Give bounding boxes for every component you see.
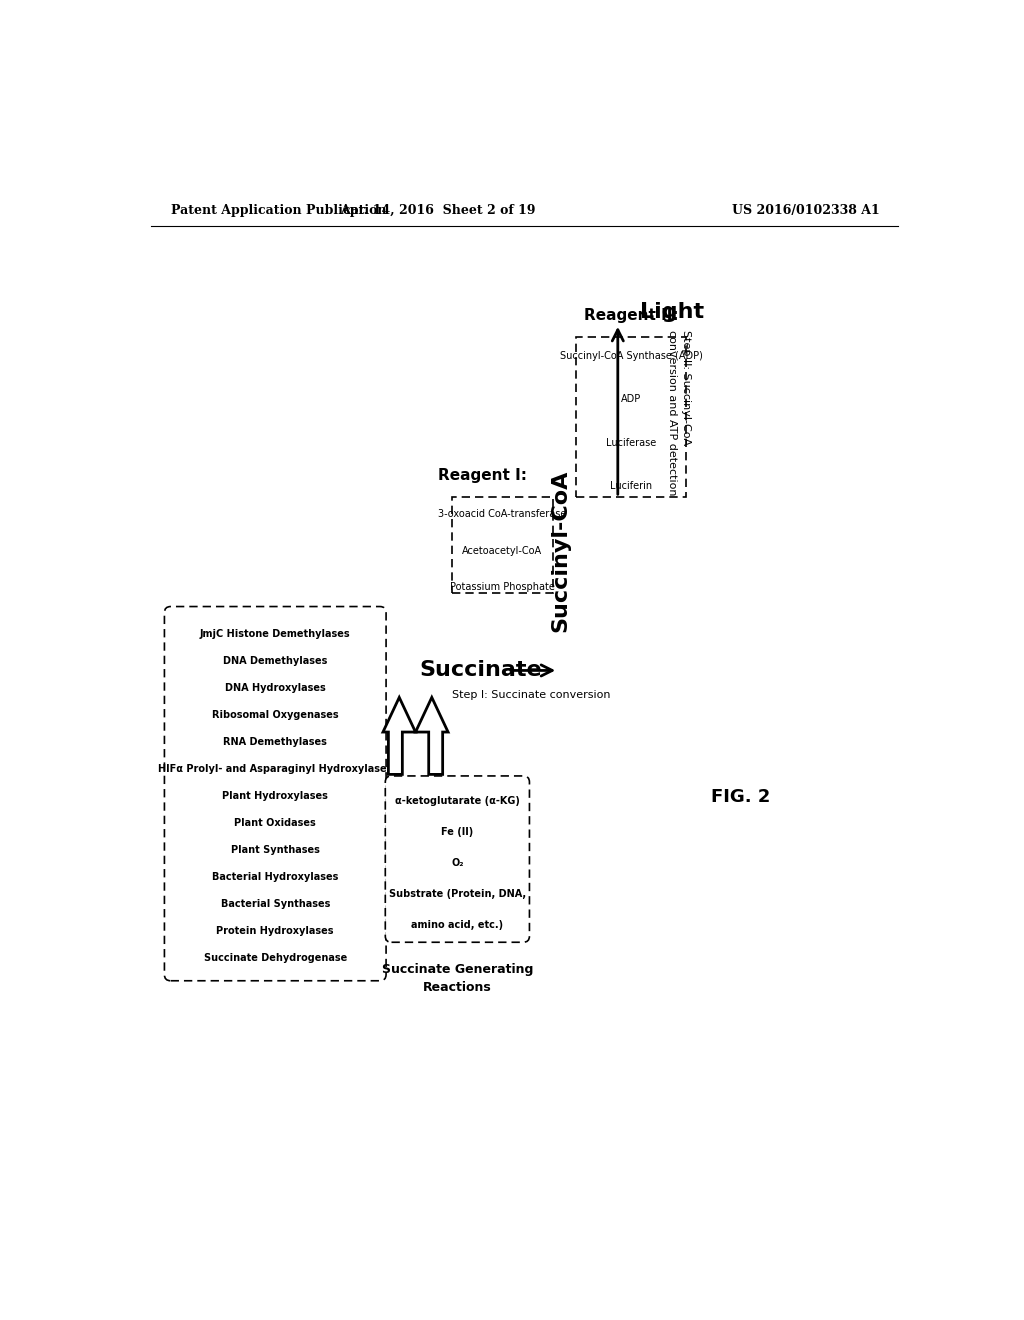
Text: JmjC Histone Demethylases: JmjC Histone Demethylases <box>200 630 350 639</box>
Text: FIG. 2: FIG. 2 <box>711 788 770 807</box>
FancyBboxPatch shape <box>385 776 529 942</box>
Text: Ribosomal Oxygenases: Ribosomal Oxygenases <box>212 710 339 721</box>
Text: Succinyl-CoA Synthase (ADP): Succinyl-CoA Synthase (ADP) <box>559 351 702 362</box>
Text: Plant Synthases: Plant Synthases <box>230 845 319 855</box>
FancyBboxPatch shape <box>452 498 553 594</box>
Text: Step II: Succinyl-CoA
conversion and ATP detection: Step II: Succinyl-CoA conversion and ATP… <box>667 330 690 495</box>
Text: HIFα Prolyl- and Asparaginyl Hydroxylases: HIFα Prolyl- and Asparaginyl Hydroxylase… <box>158 764 392 774</box>
Text: Protein Hydroxylases: Protein Hydroxylases <box>216 925 334 936</box>
Text: Succinate: Succinate <box>419 660 542 680</box>
Text: Bacterial Hydroxylases: Bacterial Hydroxylases <box>212 871 339 882</box>
Text: DNA Demethylases: DNA Demethylases <box>223 656 328 667</box>
Text: amino acid, etc.): amino acid, etc.) <box>412 920 504 929</box>
Text: US 2016/0102338 A1: US 2016/0102338 A1 <box>732 205 880 218</box>
FancyBboxPatch shape <box>165 607 386 981</box>
Text: Substrate (Protein, DNA,: Substrate (Protein, DNA, <box>389 888 526 899</box>
Text: Succinate Dehydrogenase: Succinate Dehydrogenase <box>204 953 347 962</box>
Polygon shape <box>416 697 449 775</box>
Text: Succinate Generating
Reactions: Succinate Generating Reactions <box>382 964 534 994</box>
Text: 3-oxoacid CoA-transferase: 3-oxoacid CoA-transferase <box>438 510 566 519</box>
Text: Patent Application Publication: Patent Application Publication <box>171 205 386 218</box>
Text: Succinyl-CoA: Succinyl-CoA <box>551 470 570 632</box>
Text: Step I: Succinate conversion: Step I: Succinate conversion <box>452 689 610 700</box>
Text: Potassium Phosphate: Potassium Phosphate <box>450 582 555 593</box>
Text: Bacterial Synthases: Bacterial Synthases <box>220 899 330 908</box>
Text: Luciferase: Luciferase <box>606 437 656 447</box>
Text: O₂: O₂ <box>452 858 464 869</box>
Text: ADP: ADP <box>621 395 641 404</box>
Text: Plant Oxidases: Plant Oxidases <box>234 818 316 828</box>
Text: Light: Light <box>640 302 703 322</box>
Text: Apr. 14, 2016  Sheet 2 of 19: Apr. 14, 2016 Sheet 2 of 19 <box>340 205 536 218</box>
Text: RNA Demethylases: RNA Demethylases <box>223 737 328 747</box>
Text: Plant Hydroxylases: Plant Hydroxylases <box>222 791 328 801</box>
Text: Fe (II): Fe (II) <box>441 828 473 837</box>
Text: α-ketoglutarate (α-KG): α-ketoglutarate (α-KG) <box>395 796 520 807</box>
Text: Reagent I:: Reagent I: <box>438 469 527 483</box>
Text: Acetoacetyl-CoA: Acetoacetyl-CoA <box>462 545 543 556</box>
Text: Luciferin: Luciferin <box>610 480 652 491</box>
Text: Reagent II:: Reagent II: <box>584 308 678 323</box>
Polygon shape <box>383 697 416 775</box>
FancyBboxPatch shape <box>575 337 686 498</box>
Text: DNA Hydroxylases: DNA Hydroxylases <box>225 684 326 693</box>
